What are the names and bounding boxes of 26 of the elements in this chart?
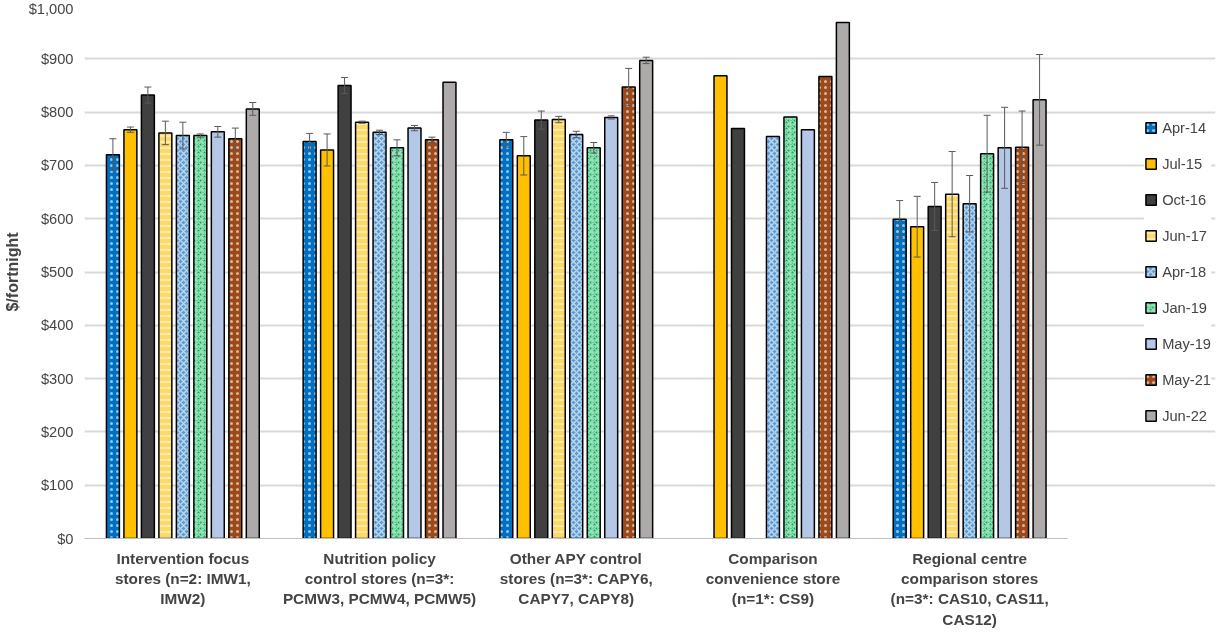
legend-label: Jan-19 — [1162, 299, 1207, 316]
y-tick-label: $900 — [40, 50, 74, 67]
y-tick-label: $200 — [40, 423, 74, 440]
legend-label: Jun-17 — [1162, 227, 1207, 244]
legend-label: Apr-14 — [1162, 119, 1207, 136]
y-tick-label: $1,000 — [28, 0, 74, 17]
x-tick-label: Nutrition policy control stores (n=3*: PCMW3, PCMW4, PCMW5) — [282, 549, 477, 608]
y-tick-label: $100 — [40, 477, 74, 494]
y-tick-label: $0 — [57, 530, 74, 547]
legend-label: Jun-22 — [1162, 407, 1207, 424]
legend-label: Jul-15 — [1162, 155, 1203, 172]
y-tick-label: $400 — [40, 317, 74, 334]
y-tick-label: $800 — [40, 104, 74, 121]
y-axis-title: $/fortnight — [3, 231, 21, 312]
y-tick-label: $500 — [40, 264, 74, 280]
x-tick-label: Comparison convenience store (n=1*: CS9) — [705, 549, 841, 608]
x-tick-label: Other APY control stores (n=3*: CAPY6, CAPY7, CAPY8) — [499, 549, 653, 608]
legend-label: Oct-16 — [1162, 191, 1207, 208]
legend-label: May-19 — [1162, 335, 1211, 352]
legend-label: Apr-18 — [1162, 263, 1207, 280]
y-tick-label: $300 — [40, 370, 74, 387]
y-tick-label: $700 — [40, 157, 74, 174]
x-tick-label: Intervention focus stores (n=2: IMW1, IMW2) — [114, 549, 251, 608]
x-tick-label: Regional centre comparison stores (n=3*: CAS10, CAS11, CAS12) — [890, 549, 1049, 628]
y-tick-label: $600 — [40, 210, 74, 227]
legend-label: May-21 — [1162, 371, 1211, 388]
